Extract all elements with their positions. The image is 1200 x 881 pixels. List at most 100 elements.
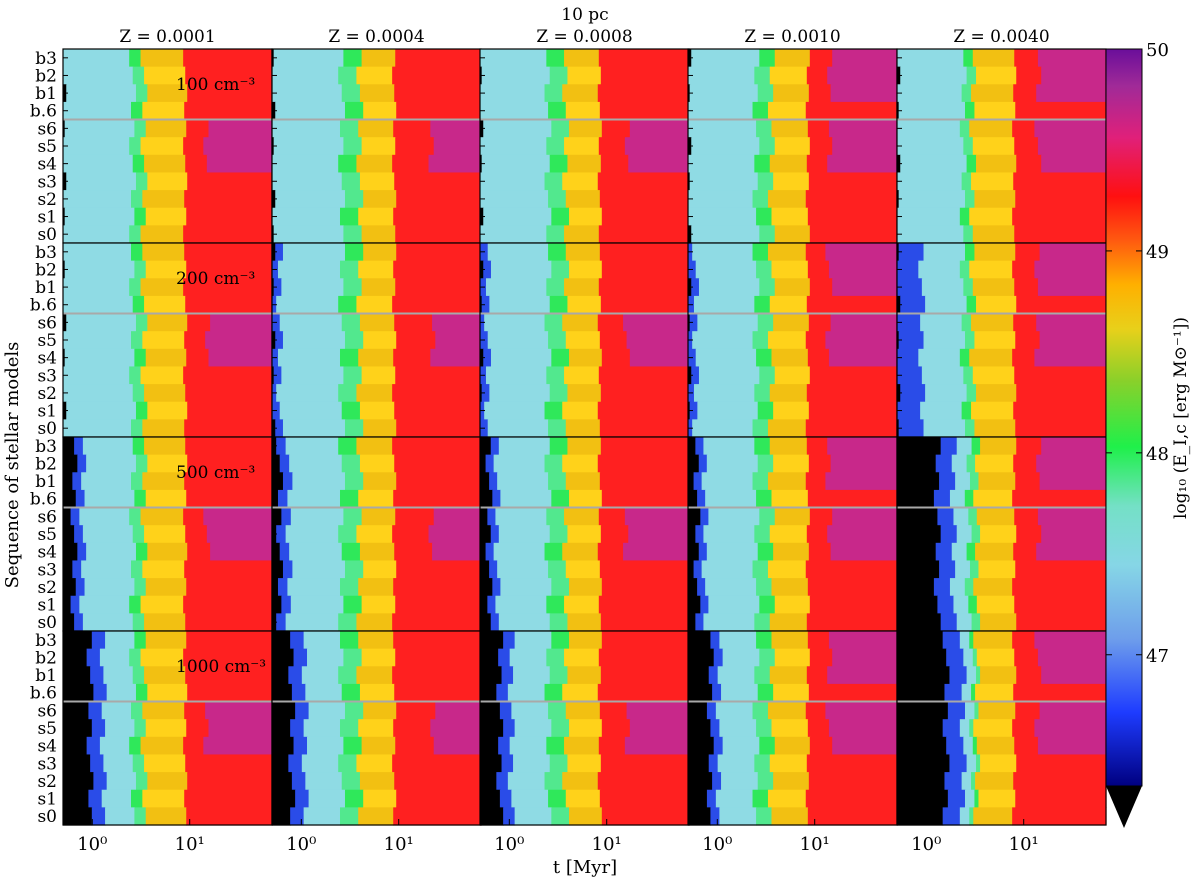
cell-b1-seg3 [129,278,142,297]
cell-s0-seg4 [771,807,809,826]
cell-s5-seg0 [688,719,712,738]
cell-s0-seg4 [356,613,393,632]
cell-s1-seg3 [544,401,563,420]
panel-500-z4 [896,436,1107,632]
cell-s3-seg5 [1015,560,1107,579]
cell-s3-seg2 [497,560,549,579]
cell-s6-seg4 [361,507,396,526]
cell-s3-seg3 [976,754,981,773]
cell-b1-seg2 [921,278,964,297]
cell-s5-seg3 [965,331,976,350]
cell-b3-seg4 [973,631,1013,650]
cell-s4-seg4 [769,154,808,174]
cell-s3-seg1 [939,560,956,579]
y-tick-label: b3 [35,437,57,457]
cell-b1-seg5 [396,472,482,491]
cell-s6-seg4 [767,701,807,720]
cell-b1-seg2 [281,278,344,297]
cell-s5-seg1 [710,719,720,738]
cell-s5-seg6 [1037,137,1107,156]
cell-s6-seg6 [624,507,690,526]
cell-s5-seg3 [549,525,569,544]
cell-s0-seg2 [692,419,754,438]
cell-s4-seg4 [140,736,184,756]
cell-s0-seg4 [980,613,1017,632]
cell-b1-seg5 [1013,84,1037,103]
cell-s1-seg1 [897,401,921,420]
cell-s2-seg1 [492,578,501,597]
cell-s1-seg1 [947,789,966,808]
panel-1000-z2 [479,630,690,826]
cell-s1-seg4 [565,789,601,808]
cell-s3-seg1 [273,366,282,385]
cell-b3-seg2 [63,243,132,262]
cell-s1-seg3 [340,207,359,226]
cell-b2-seg2 [706,454,759,473]
cell-s5-seg2 [692,331,754,350]
cell-s6-seg4 [978,701,1016,720]
cell-s5-seg2 [703,525,755,544]
cell-s1-seg2 [484,401,546,420]
cell-s1-seg3 [974,789,980,808]
cell-b3-seg4 [358,631,394,650]
cell-s5-seg4 [144,525,186,544]
cell-b2-seg2 [509,648,547,667]
cell-s4-seg3 [959,348,970,368]
cell-b3-seg0 [480,437,492,456]
cell-s4-seg3 [756,348,773,368]
cell-s3-seg5 [805,560,898,579]
cell-s3-seg0 [480,754,503,773]
cell-b3-seg4 [569,631,603,650]
cell-s0-seg3 [131,419,143,438]
cell-b2-seg5 [806,66,828,85]
cell-b1-seg1 [282,472,294,491]
cell-s4-seg4 [771,348,809,368]
cell-s2-seg4 [973,578,1013,597]
panel-100-z3 [687,48,898,244]
cell-b1-seg5 [183,278,273,297]
cell-s2-seg5 [392,384,482,403]
cell-s5-seg5 [1016,525,1042,544]
cell-s6-seg5 [183,507,204,526]
column-title: Z = 0.0008 [536,27,632,47]
cell-s2-seg5 [1012,578,1107,597]
cell-s1-seg4 [774,595,811,614]
cell-s6-seg3 [134,119,147,138]
cell-s6-seg2 [64,119,135,138]
cell-b2-seg2 [493,454,546,473]
cell-s6-seg0 [897,507,939,526]
cell-b1-seg6 [825,472,898,491]
cell-s5-seg4 [358,719,394,738]
cell-b.6-seg5 [392,295,482,315]
cell-b.6-seg3 [132,295,145,315]
cell-s4-seg2 [722,736,760,756]
cell-b2-seg5 [185,66,273,85]
cell-s4-seg2 [481,154,551,174]
cell-s0-seg2 [285,613,339,632]
cell-b3-seg4 [145,631,187,650]
cell-s4-seg5 [598,736,626,756]
cell-s5-seg2 [82,525,134,544]
cell-s2-seg2 [721,772,759,791]
cell-s5-seg3 [134,719,147,738]
cell-s4-seg5 [185,154,208,174]
cell-s3-seg2 [81,560,132,579]
cell-b1-seg5 [1016,666,1042,685]
cell-s1-seg2 [965,789,976,808]
cell-b2-seg5 [183,648,273,667]
cell-s0-seg0 [63,807,93,826]
cell-s0-seg4 [567,613,602,632]
cell-s5-seg4 [980,525,1017,544]
cell-s3-seg2 [717,754,755,773]
cell-b1-seg3 [131,472,143,491]
cell-b3-seg4 [771,631,809,650]
cell-s1-seg5 [395,595,482,614]
cell-b1-seg1 [693,472,703,491]
cell-s5-seg6 [626,331,690,350]
cell-s5-seg4 [774,137,811,156]
cell-b3-seg3 [549,437,569,456]
density-annotation: 100 cm⁻³ [176,75,255,95]
cell-b2-seg0 [480,648,499,667]
cell-s2-seg5 [807,578,898,597]
cell-s6-seg5 [598,507,626,526]
